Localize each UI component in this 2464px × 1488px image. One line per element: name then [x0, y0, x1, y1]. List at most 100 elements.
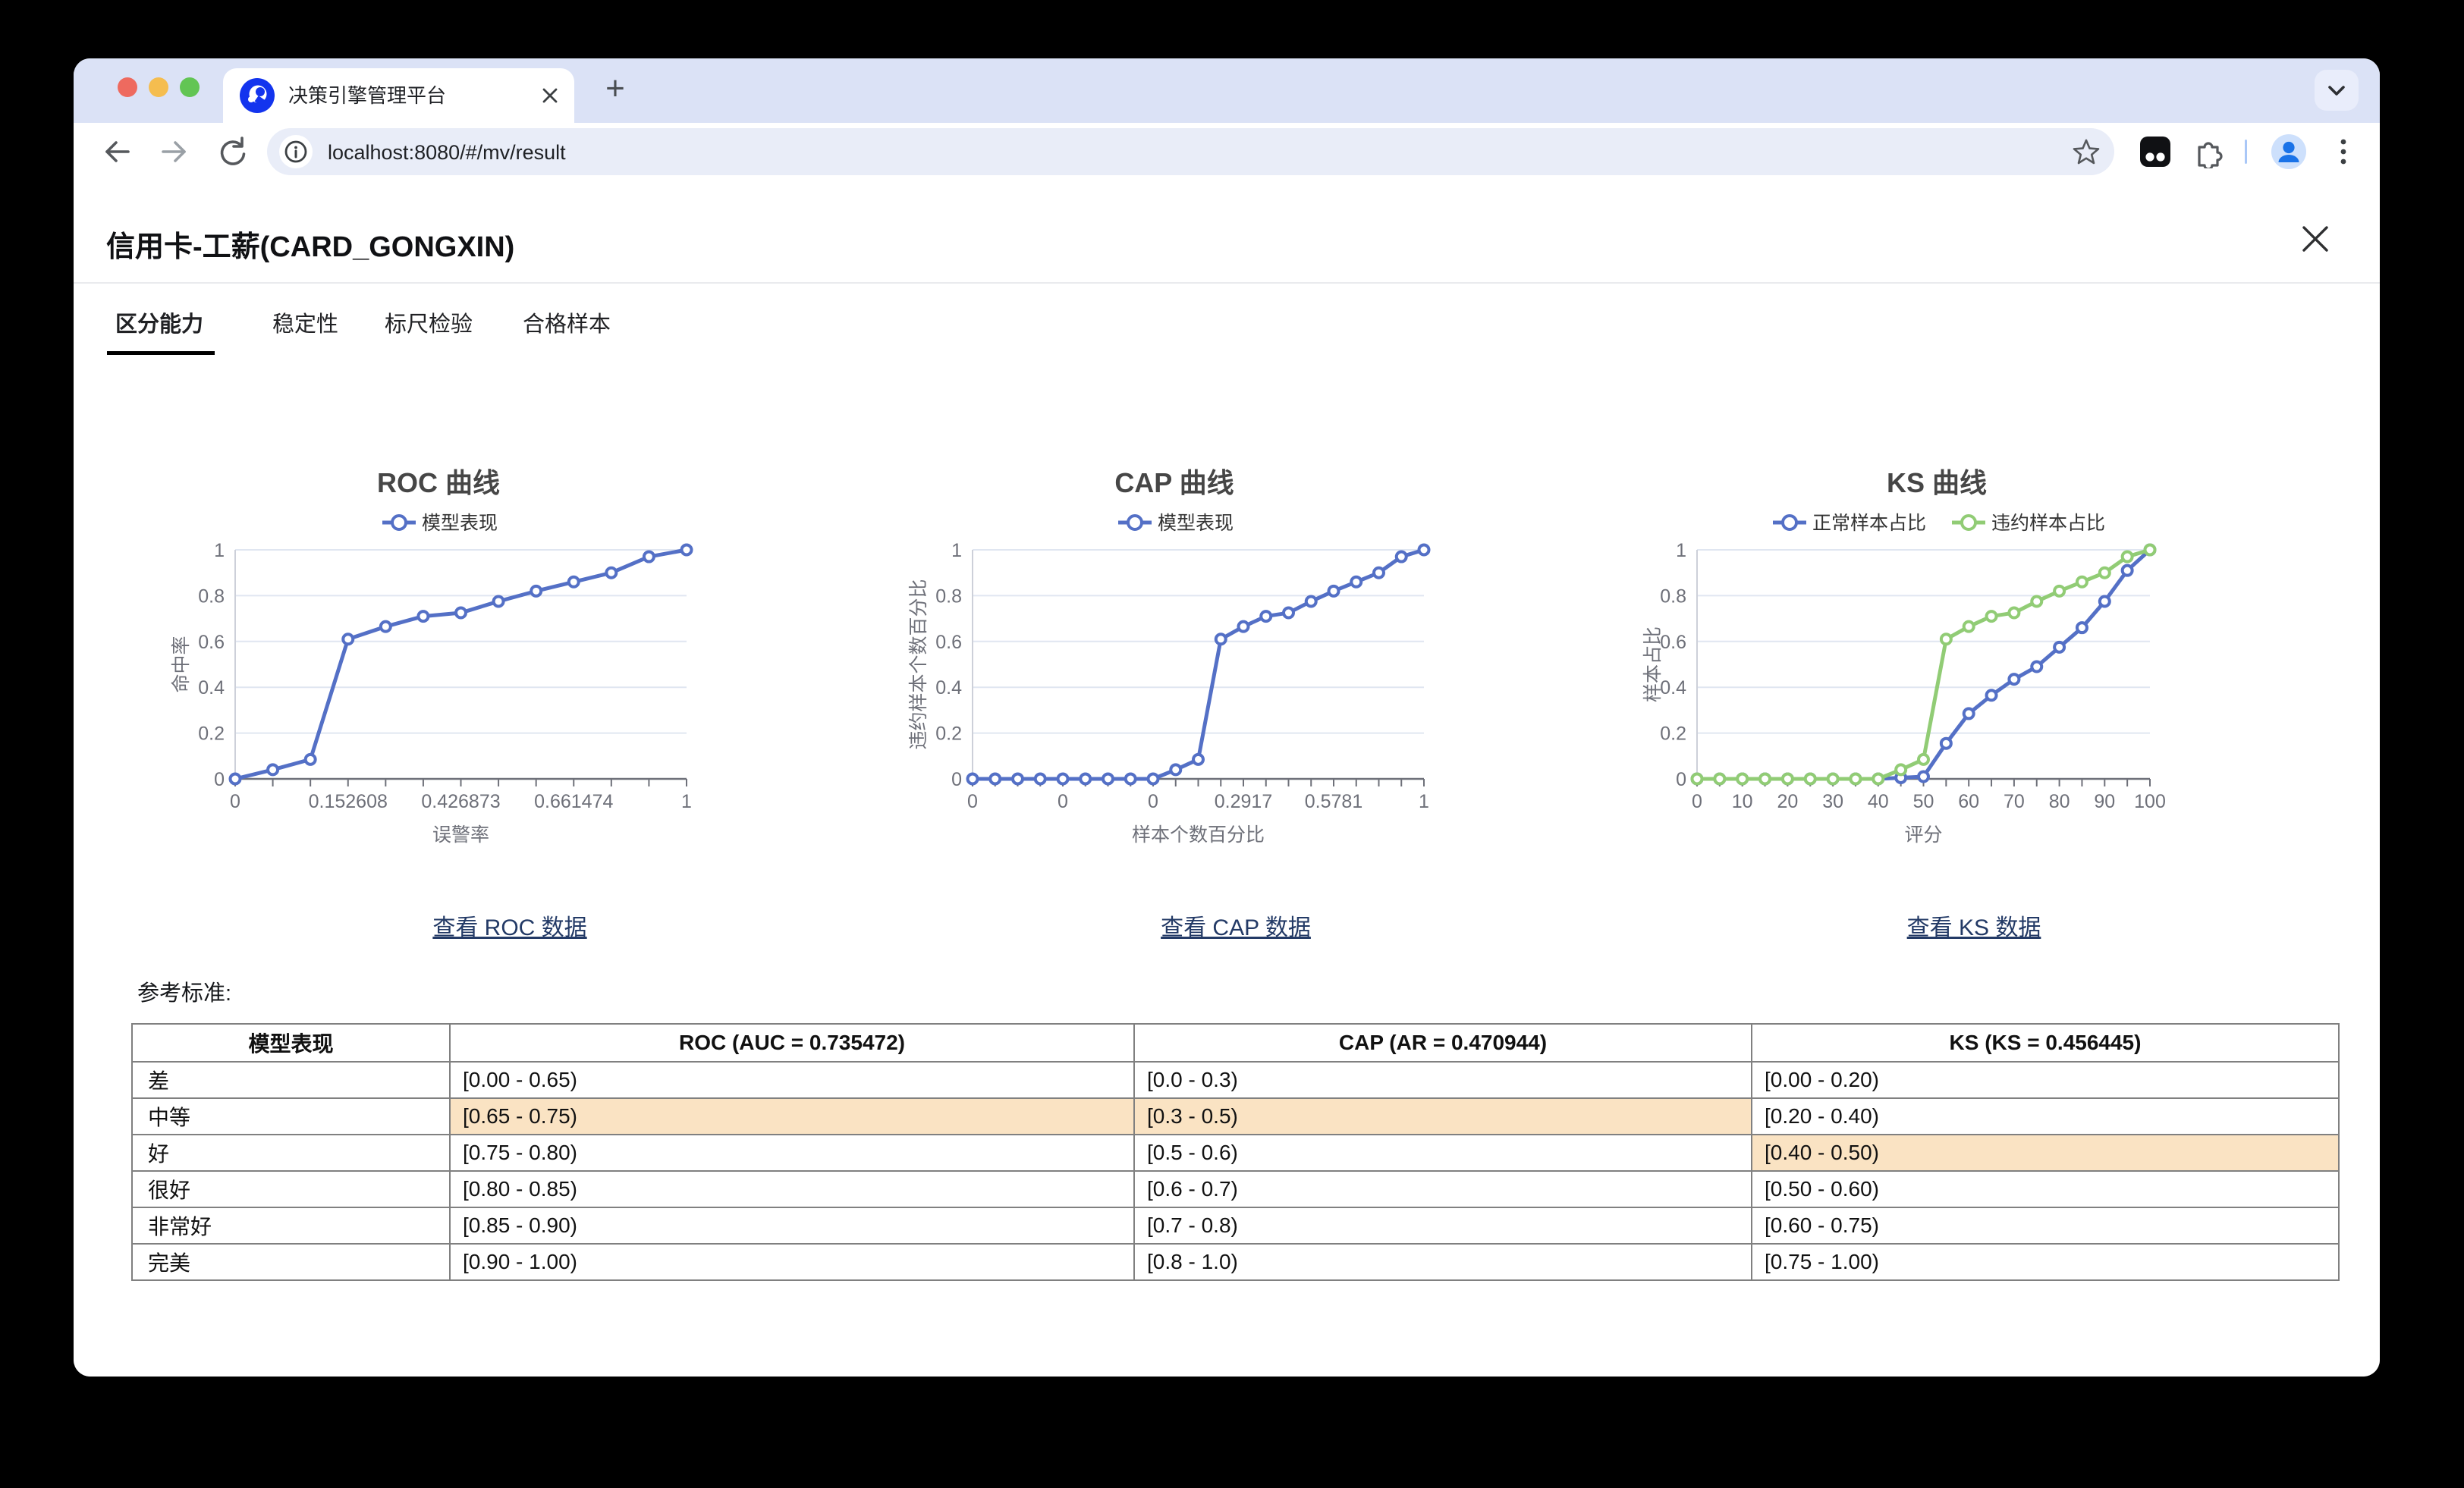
table-row: 很好 [0.80 - 0.85) [0.6 - 0.7) [0.50 - 0.60) — [131, 1170, 2340, 1208]
data-point — [1939, 736, 1953, 750]
tab-distinguish[interactable]: 区分能力 — [115, 312, 204, 337]
x-tick-label: 100 — [2134, 791, 2166, 812]
table-header: 模型表现 ROC (AUC = 0.735472) CAP (AR = 0.4709… — [131, 1023, 2340, 1063]
data-point — [1372, 566, 1385, 579]
y-tick-label: 0 — [214, 769, 225, 790]
data-point — [2098, 566, 2111, 579]
table-cell-label: 差 — [131, 1061, 451, 1099]
view-ks-data-link[interactable]: 查看 KS 数据 — [1906, 915, 2041, 940]
data-point — [303, 752, 317, 766]
data-point — [642, 550, 655, 563]
window-close-button[interactable] — [118, 77, 137, 97]
data-point — [1079, 772, 1092, 786]
window-zoom-button[interactable] — [180, 77, 200, 97]
extensions-puzzle-icon[interactable] — [2192, 135, 2225, 168]
x-tick-label: 1 — [681, 791, 692, 812]
cap-chart: 00.20.40.60.810 0 0 0.2917 0.5781 1样本个数百分比违约样… — [908, 467, 1431, 846]
data-point — [1985, 689, 1998, 702]
x-tick-label: 70 — [2004, 791, 2025, 812]
data-point — [1282, 606, 1295, 620]
address-bar[interactable]: localhost:8080/#/mv/result — [267, 128, 2114, 175]
data-point — [1985, 610, 1998, 623]
series-违约样本占比 — [1690, 543, 2157, 786]
tab-list-button[interactable] — [2315, 70, 2359, 111]
x-tick-label: 80 — [2049, 791, 2070, 812]
y-tick-label: 0.2 — [198, 724, 225, 745]
toolbar-separator — [2245, 140, 2247, 164]
y-tick-label: 1 — [214, 540, 225, 561]
data-point — [2030, 595, 2044, 608]
data-point — [416, 610, 430, 623]
table-cell-ks: [0.00 - 0.20) — [1751, 1061, 2340, 1099]
table-cell-roc: [0.65 - 0.75) — [449, 1097, 1135, 1135]
legend-item-模型表现[interactable]: 模型表现 — [1118, 513, 1234, 534]
charts-area: 00.20.40.60.810 0.152608 0.426873 0.661474 1… — [171, 467, 2166, 846]
x-tick-label: 90 — [2094, 791, 2115, 812]
legend-item-违约样本占比[interactable]: 违约样本占比 — [1952, 513, 2105, 534]
data-point — [680, 543, 693, 557]
url-text[interactable]: localhost:8080/#/mv/result — [328, 141, 566, 164]
x-tick-label: 0.2917 — [1215, 791, 1272, 812]
chart-title: CAP 曲线 — [1114, 467, 1234, 498]
new-tab-button[interactable]: + — [605, 70, 625, 107]
data-point — [379, 620, 392, 633]
chevron-down-icon — [2328, 86, 2345, 96]
data-point — [2007, 606, 2021, 620]
data-point — [454, 606, 467, 620]
back-icon[interactable] — [99, 133, 136, 170]
data-point — [2053, 584, 2066, 598]
table-cell-ks: [0.20 - 0.40) — [1751, 1097, 2340, 1135]
table-cell-cap: [0.5 - 0.6) — [1133, 1134, 1752, 1172]
table-cell-cap: [0.3 - 0.5) — [1133, 1097, 1752, 1135]
legend-item-模型表现[interactable]: 模型表现 — [382, 513, 498, 534]
tab-close-icon[interactable] — [541, 86, 559, 105]
data-point — [1939, 633, 1953, 646]
site-info-button[interactable] — [279, 135, 313, 168]
chart-title: ROC 曲线 — [377, 467, 500, 498]
tab-qualified-sample[interactable]: 合格样本 — [523, 312, 611, 337]
svg-text:模型表现: 模型表现 — [422, 513, 498, 534]
data-point — [1849, 772, 1862, 786]
y-axis-name: 违约样本个数百分比 — [908, 579, 929, 749]
view-roc-data-link[interactable]: 查看 ROC 数据 — [432, 915, 587, 940]
table-row: 差 [0.00 - 0.65) [0.0 - 0.3) [0.00 - 0.20) — [131, 1061, 2340, 1099]
menu-kebab-icon[interactable] — [2328, 134, 2359, 169]
forward-icon[interactable] — [156, 133, 192, 170]
y-tick-label: 0.2 — [1660, 724, 1686, 745]
tab-scale-check[interactable]: 标尺检验 — [385, 312, 473, 337]
y-tick-label: 0.2 — [935, 724, 962, 745]
data-point — [1304, 595, 1318, 608]
data-point — [1417, 543, 1431, 557]
window-minimize-button[interactable] — [149, 77, 168, 97]
legend-item-正常样本占比[interactable]: 正常样本占比 — [1773, 513, 1926, 534]
table-cell-label: 中等 — [131, 1097, 451, 1135]
x-tick-label: 0.152608 — [309, 791, 388, 812]
extension-app-icon[interactable] — [2139, 135, 2172, 168]
data-point — [2120, 550, 2134, 563]
table-cell-label: 非常好 — [131, 1207, 451, 1245]
data-point — [1169, 763, 1183, 777]
data-point — [1872, 772, 1885, 786]
reload-icon[interactable] — [213, 133, 250, 170]
site-favicon-icon — [240, 78, 275, 113]
series-模型表现 — [966, 543, 1431, 786]
tab-stability[interactable]: 稳定性 — [272, 312, 339, 337]
browser-tab[interactable]: 决策引擎管理平台 — [223, 68, 574, 123]
profile-avatar[interactable] — [2271, 133, 2307, 170]
roc-chart: 0 0.2 0.4 0.6 0.8 1 0 0.152608 0.426873 0.661474 1… — [171, 467, 693, 846]
x-tick-label: 30 — [1822, 791, 1843, 812]
x-tick-label: 60 — [1958, 791, 1979, 812]
bookmark-star-icon[interactable] — [2072, 137, 2101, 166]
table-cell-ks: [0.50 - 0.60) — [1751, 1170, 2340, 1208]
data-point — [1962, 707, 1975, 720]
data-point — [1350, 575, 1363, 589]
table-cell-cap: [0.7 - 0.8) — [1133, 1207, 1752, 1245]
data-point — [2007, 673, 2021, 686]
close-icon[interactable] — [2296, 220, 2334, 258]
table-cell-cap: [0.8 - 1.0) — [1133, 1243, 1752, 1281]
svg-text:正常样本占比: 正常样本占比 — [1812, 513, 1926, 534]
data-point — [2098, 595, 2111, 608]
x-tick-label: 20 — [1777, 791, 1798, 812]
browser-window: 决策引擎管理平台 + — [74, 58, 2380, 1377]
view-cap-data-link[interactable]: 查看 CAP 数据 — [1161, 915, 1311, 940]
